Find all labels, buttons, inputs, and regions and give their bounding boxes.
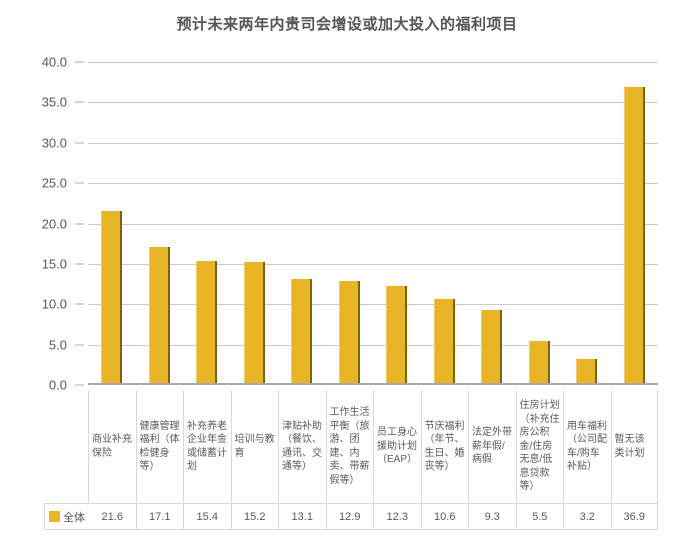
category-labels-row: 商业补充保险 健康管理福利（体检健身等） 补充养老企业年金或储蓄计划 培训与教育 津贴补… — [88, 390, 658, 503]
category-label: 健康管理福利（体检健身等） — [135, 390, 184, 503]
y-axis-tick — [75, 303, 84, 305]
category-label: 员工身心援助计划（EAP） — [373, 390, 421, 503]
bar — [576, 359, 598, 385]
bar — [101, 210, 123, 385]
gridline — [88, 183, 658, 185]
bars-layer — [88, 62, 658, 385]
legend-swatch-icon — [49, 511, 60, 522]
y-axis-tick — [75, 101, 84, 103]
y-axis-label: 25.0 — [41, 175, 67, 191]
y-axis-tick — [75, 344, 84, 346]
bar — [338, 280, 360, 385]
y-axis-tick — [75, 142, 84, 144]
y-axis: 40.0 35.0 30.0 25.0 20.0 15.0 10.0 5.0 0.0 — [0, 55, 88, 393]
bar-slot — [326, 62, 374, 385]
bar — [528, 340, 550, 385]
category-label: 用车福利（公司配车/购车补贴） — [563, 390, 611, 503]
value-cell: 15.4 — [183, 503, 231, 530]
y-axis-tick — [75, 384, 84, 386]
value-cell: 9.3 — [468, 503, 516, 530]
value-cell: 17.1 — [135, 503, 183, 530]
category-label: 法定外带薪年假/病假 — [468, 390, 516, 503]
category-label: 工作生活平衡（旅游、团建、内卖、带薪假等） — [325, 390, 374, 503]
y-axis-label: 10.0 — [41, 296, 67, 312]
category-label: 培训与教育 — [230, 390, 279, 503]
bar — [623, 87, 645, 385]
bar-slot — [421, 62, 469, 385]
gridline — [88, 223, 658, 225]
y-axis-label: 35.0 — [41, 94, 67, 110]
y-axis-tick — [75, 61, 84, 63]
value-cell: 12.9 — [325, 503, 373, 530]
value-cell: 12.3 — [373, 503, 421, 530]
data-table: 商业补充保险 健康管理福利（体检健身等） 补充养老企业年金或储蓄计划 培训与教育 津贴补… — [88, 390, 658, 530]
y-axis-tick — [75, 263, 84, 265]
gridline — [88, 344, 658, 346]
bar — [481, 309, 503, 385]
bar — [148, 246, 170, 385]
x-axis-line — [88, 383, 658, 385]
y-axis-label: 15.0 — [41, 256, 67, 272]
bar-slot — [611, 62, 659, 385]
legend-label: 全体 — [63, 511, 85, 524]
chart-title: 预计未来两年内贵司会增设或加大投入的福利项目 — [176, 16, 518, 33]
category-label: 商业补充保险 — [88, 390, 136, 503]
gridline — [88, 62, 658, 63]
value-cell: 3.2 — [563, 503, 611, 530]
y-axis-tick — [75, 223, 84, 224]
value-cell: 10.6 — [420, 503, 468, 530]
value-cell: 15.2 — [230, 503, 278, 530]
bar-slot — [278, 62, 326, 385]
y-axis-label: 40.0 — [41, 54, 67, 70]
y-axis-label: 0.0 — [48, 377, 67, 393]
bar-slot — [373, 62, 421, 385]
category-label: 节庆福利（年节、生日、婚丧等） — [420, 390, 469, 503]
bar — [291, 279, 313, 385]
value-cell: 5.5 — [515, 503, 563, 530]
category-label: 补充养老企业年金或储蓄计划 — [183, 390, 231, 503]
legend-cell: 全体 — [44, 503, 89, 530]
bar-slot — [563, 62, 611, 385]
bar — [243, 262, 265, 385]
category-label: 暂无该类计划 — [610, 390, 658, 503]
bar — [433, 299, 455, 385]
bar-slot — [183, 62, 231, 385]
bar-slot — [231, 62, 279, 385]
values-row: 21.6 17.1 15.4 15.2 13.1 12.9 12.3 10.6 9.3 5.5 3.… — [88, 503, 658, 530]
bar-slot — [516, 62, 564, 385]
bar — [196, 260, 218, 385]
gridline — [88, 263, 658, 265]
value-cell: 36.9 — [610, 503, 658, 530]
gridline — [88, 304, 658, 306]
y-axis-label: 5.0 — [48, 337, 67, 353]
bar — [386, 285, 408, 385]
gridline — [88, 102, 658, 104]
category-label: 津贴补助（餐饮、通讯、交通等） — [278, 390, 326, 503]
value-cell: 21.6 — [88, 503, 136, 530]
plot-area — [88, 62, 658, 385]
category-label: 住房计划（补充住房公积金/住房无息/低息贷款等） — [515, 390, 564, 503]
value-cell: 13.1 — [278, 503, 326, 530]
bar-slot — [136, 62, 184, 385]
y-axis-tick — [75, 182, 84, 184]
y-axis-label: 30.0 — [41, 135, 67, 151]
bar-slot — [88, 62, 136, 385]
gridline — [88, 142, 658, 144]
y-axis-label: 20.0 — [41, 216, 67, 231]
bar-slot — [468, 62, 516, 385]
